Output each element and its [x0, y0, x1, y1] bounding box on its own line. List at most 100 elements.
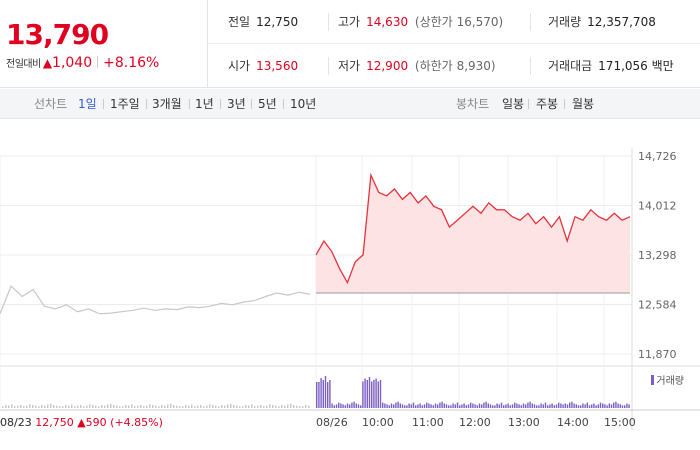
- volume-bar: [346, 403, 349, 408]
- volume-bar: [461, 404, 463, 408]
- volume-bar: [305, 405, 307, 408]
- volume-bar: [14, 406, 16, 408]
- volume-bar: [41, 405, 43, 408]
- volume-bar: [248, 405, 250, 408]
- volume-bar: [459, 405, 461, 408]
- stats-row-1: 전일 12,750 고가 14,630 (상한가 16,570) 거래량 12,357…: [208, 0, 700, 44]
- volume-bar: [35, 405, 37, 408]
- volume-bar: [569, 402, 571, 408]
- volume-bar: [377, 381, 379, 408]
- today-price-line: [315, 172, 631, 285]
- x-tick-label: 08/23: [0, 416, 32, 429]
- volume-bar: [23, 406, 25, 408]
- volume-bar: [62, 406, 64, 408]
- volume-bar: [577, 405, 580, 408]
- x-tick-label: 15:00: [604, 416, 636, 429]
- volume-bar: [206, 405, 208, 408]
- volume-bar: [558, 402, 560, 408]
- prev-day-pct: (+4.85%): [110, 416, 163, 429]
- stat-volume: 거래량 12,357,708: [548, 15, 656, 29]
- volume-bar: [239, 406, 241, 408]
- volume-bar: [322, 380, 324, 408]
- tab-period-5y[interactable]: 5년: [258, 97, 277, 111]
- volume-bar: [29, 404, 31, 408]
- tab-candle-weekly[interactable]: 주봉: [536, 97, 559, 111]
- volume-bar: [624, 405, 626, 408]
- y-tick-label: 14,012: [638, 200, 677, 213]
- volume-bar: [110, 403, 112, 408]
- volume-bar: [188, 405, 190, 408]
- volume-bar: [621, 405, 624, 408]
- volume-bar: [167, 404, 169, 408]
- volume-bar: [516, 403, 518, 408]
- volume-bar: [59, 406, 61, 408]
- volume-bar: [525, 404, 527, 408]
- volume-bar: [571, 401, 573, 408]
- volume-bar: [448, 405, 450, 408]
- volume-bar: [560, 403, 562, 408]
- volume-bar: [536, 405, 538, 408]
- tab-separator: [189, 99, 190, 109]
- tab-period-10y[interactable]: 10년: [290, 97, 317, 111]
- volume-bar: [599, 402, 602, 408]
- volume-bar: [617, 403, 619, 408]
- tab-period-3m[interactable]: 3개월: [152, 97, 182, 111]
- tab-period-1y[interactable]: 1년: [195, 97, 214, 111]
- tab-candle-monthly[interactable]: 월봉: [572, 97, 595, 111]
- volume-bar: [465, 405, 467, 408]
- volume-bar: [487, 403, 489, 408]
- volume-bar: [430, 404, 432, 408]
- volume-bar: [353, 401, 355, 408]
- volume-bar: [496, 403, 498, 408]
- volume-bar: [375, 378, 377, 408]
- volume-bar: [191, 404, 193, 408]
- volume-bar: [218, 406, 220, 408]
- volume-bar: [26, 405, 28, 408]
- price-chart[interactable]: 14,726 14,012 13,298 12,584 11,870 08/23 08/26…: [0, 120, 700, 450]
- up-arrow-icon: ▲: [42, 56, 53, 70]
- tab-period-3y[interactable]: 3년: [227, 97, 246, 111]
- y-tick-label: 11,870: [638, 348, 677, 361]
- volume-bar: [518, 404, 520, 408]
- tab-separator: [283, 99, 284, 109]
- volume-bar: [613, 402, 615, 408]
- quote-header: 13,790 전일대비 ▲1,040 +8.16% 전일 12,750 고가 14,63…: [0, 0, 700, 88]
- y-tick-label: 13,298: [638, 249, 677, 262]
- prev-day-arrow-icon: ▲: [77, 416, 86, 429]
- volume-bar: [158, 406, 160, 408]
- stat-prev-close: 전일 12,750: [228, 15, 299, 29]
- tab-period-1w[interactable]: 1주일: [110, 97, 140, 111]
- volume-bar: [566, 404, 569, 408]
- volume-bar: [143, 406, 145, 408]
- volume-bar: [553, 405, 555, 408]
- volume-bar: [439, 402, 441, 408]
- volume-bar: [128, 405, 130, 408]
- volume-bar: [450, 405, 452, 408]
- tab-candle-daily[interactable]: 일봉: [502, 97, 525, 111]
- change-divider: [97, 56, 99, 68]
- volume-bar: [251, 404, 253, 408]
- stat-open: 시가 13,560: [228, 59, 299, 73]
- volume-bar: [230, 403, 232, 408]
- volume-bar: [245, 405, 247, 408]
- change-value: 1,040: [52, 55, 93, 71]
- volume-bar: [155, 405, 157, 408]
- volume-bar: [437, 404, 439, 408]
- volume-bar: [586, 402, 588, 408]
- volume-bar: [197, 405, 199, 408]
- volume-bar: [415, 405, 417, 408]
- volume-bar: [50, 403, 52, 408]
- volume-bar: [290, 403, 292, 408]
- volume-bar: [170, 403, 172, 408]
- volume-bar: [86, 405, 88, 408]
- volume-bar: [11, 404, 13, 408]
- volume-bar: [602, 403, 604, 408]
- tab-period-1d[interactable]: 1일: [78, 97, 97, 111]
- volume-bar: [272, 405, 274, 408]
- volume-bar: [597, 404, 599, 408]
- volume-bar: [209, 404, 211, 408]
- volume-bar: [476, 405, 478, 408]
- volume-bar: [489, 404, 492, 408]
- volume-bar: [540, 403, 542, 408]
- volume-bar: [408, 403, 410, 408]
